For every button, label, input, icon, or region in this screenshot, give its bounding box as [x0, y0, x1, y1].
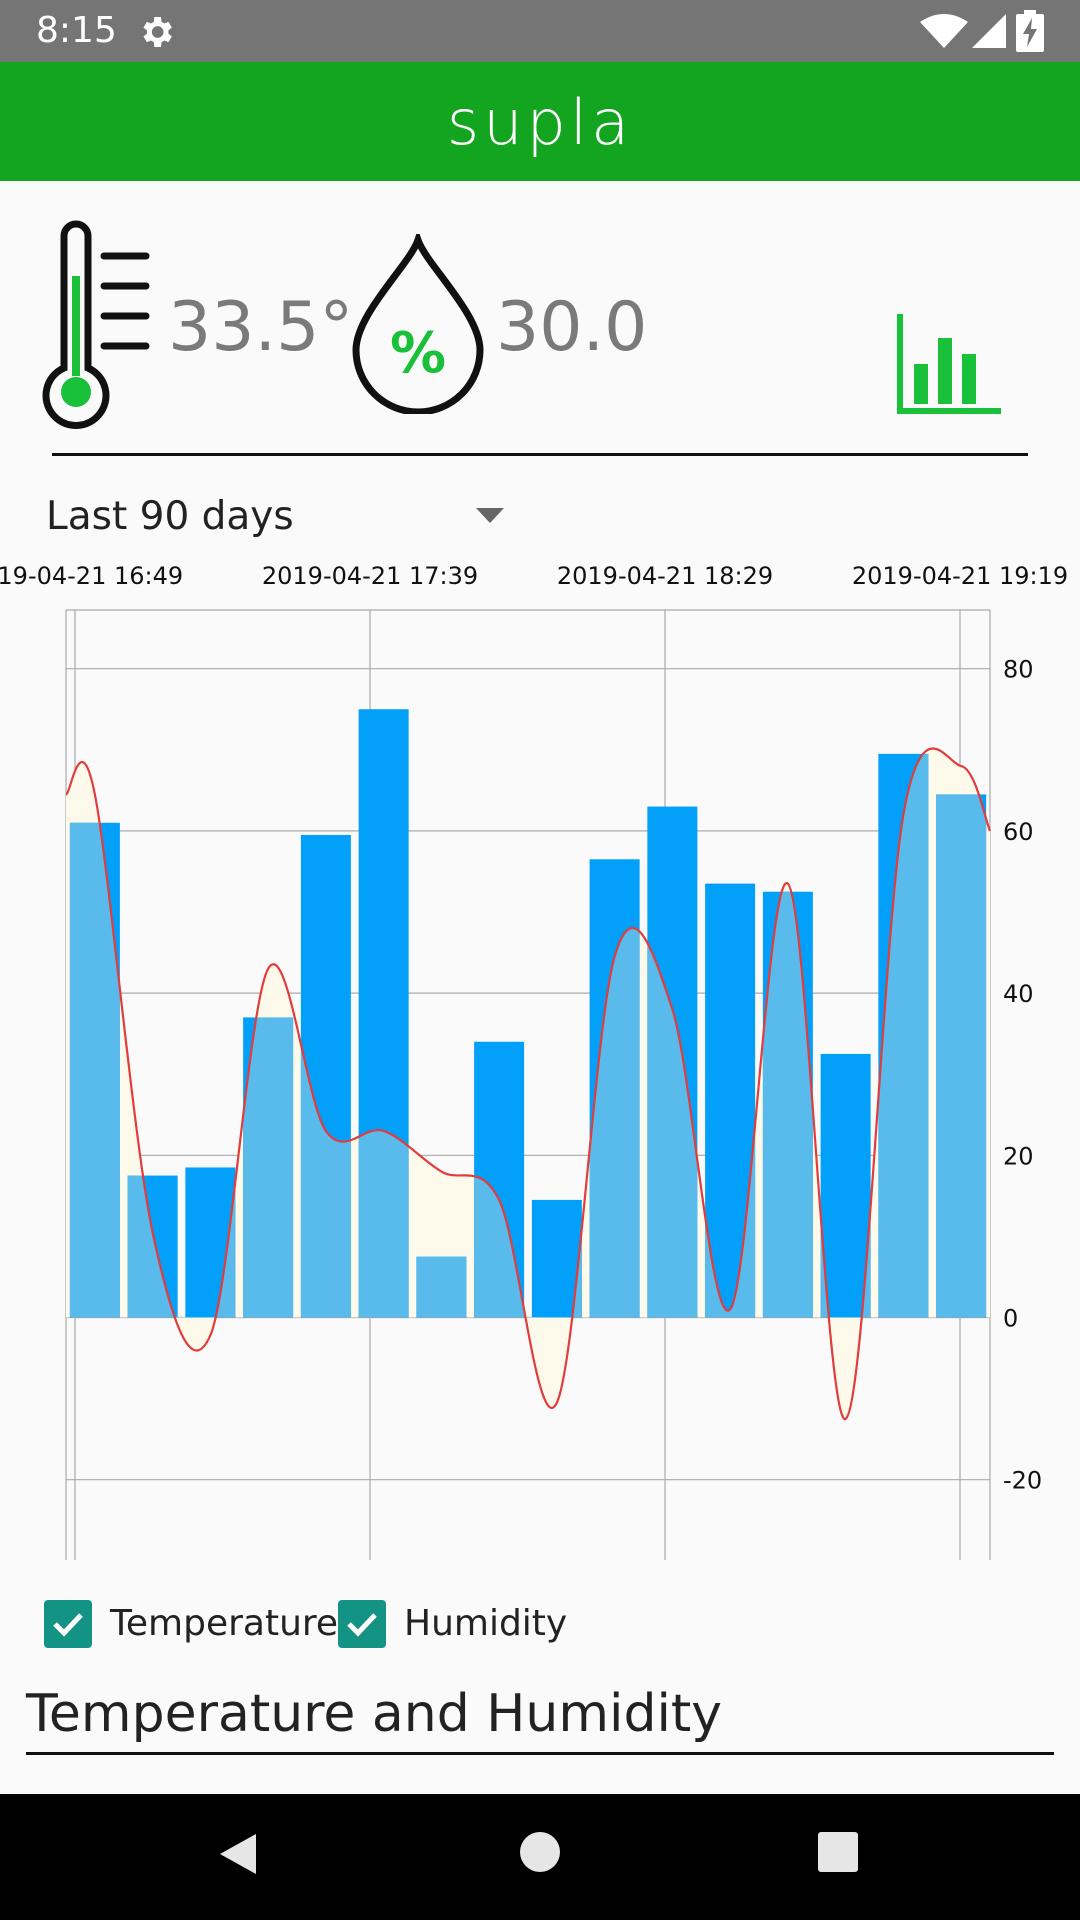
status-bar: 8:15	[0, 0, 1080, 62]
humidity-bar	[820, 1053, 871, 1318]
checkmark-icon	[53, 1613, 83, 1637]
humidity-drop-icon: %	[352, 234, 484, 414]
back-icon[interactable]	[216, 1832, 260, 1876]
x-tick-label: 2019-04-21 17:39	[262, 562, 478, 590]
range-dropdown-value: Last 90 days	[46, 494, 294, 539]
temperature-checkbox-label[interactable]: Temperature	[110, 1603, 339, 1644]
app-title: supla	[446, 86, 634, 159]
y-tick-label: 40	[1003, 980, 1034, 1008]
x-tick-label: 2019-04-21 19:19	[852, 562, 1068, 590]
temperature-checkbox[interactable]	[44, 1600, 92, 1648]
x-tick-label: 2019-04-21 18:29	[557, 562, 773, 590]
y-tick-label: 80	[1003, 656, 1034, 684]
checkmark-icon	[347, 1613, 377, 1637]
temperature-humidity-chart[interactable]: 80 60 40 20 0 -20 2019-04-21 16:49 2019-04-21 1…	[0, 560, 1080, 1560]
range-dropdown[interactable]: Last 90 days	[46, 484, 516, 548]
gear-icon	[143, 17, 172, 47]
humidity-bar-overlap	[936, 794, 987, 1318]
chart-caption-field[interactable]: Temperature and Humidity	[26, 1684, 1054, 1755]
navigation-bar	[0, 1794, 1080, 1920]
x-tick-label: 2019-04-21 16:49	[0, 562, 183, 590]
humidity-checkbox-label[interactable]: Humidity	[404, 1603, 568, 1644]
y-tick-label: 20	[1003, 1142, 1034, 1170]
humidity-checkbox[interactable]	[338, 1600, 386, 1648]
dropdown-arrow-icon	[476, 508, 504, 523]
y-tick-label: 60	[1003, 818, 1034, 846]
bar-chart-icon[interactable]	[894, 312, 1004, 418]
temperature-area	[66, 748, 990, 1420]
recents-icon[interactable]	[818, 1832, 858, 1872]
humidity-bar-overlap	[416, 1256, 467, 1318]
readings-divider	[52, 453, 1028, 456]
app-bar: supla	[0, 62, 1080, 181]
humidity-bar-overlap	[243, 1017, 294, 1318]
home-icon[interactable]	[520, 1832, 560, 1872]
temperature-value: 33.5°	[168, 288, 354, 367]
temperature-line	[64, 747, 992, 1421]
chart-caption-value: Temperature and Humidity	[26, 1684, 723, 1744]
y-tick-label: 0	[1003, 1305, 1018, 1333]
status-time: 8:15	[36, 10, 117, 51]
thermometer-icon	[42, 220, 150, 429]
battery-charging-icon	[1016, 10, 1044, 52]
wifi-icon	[920, 14, 968, 48]
y-tick-label: -20	[1003, 1467, 1042, 1495]
cell-signal-icon	[972, 14, 1006, 48]
svg-text:%: %	[390, 321, 446, 386]
humidity-value: 30.0	[496, 288, 648, 367]
caption-underline	[26, 1752, 1054, 1755]
